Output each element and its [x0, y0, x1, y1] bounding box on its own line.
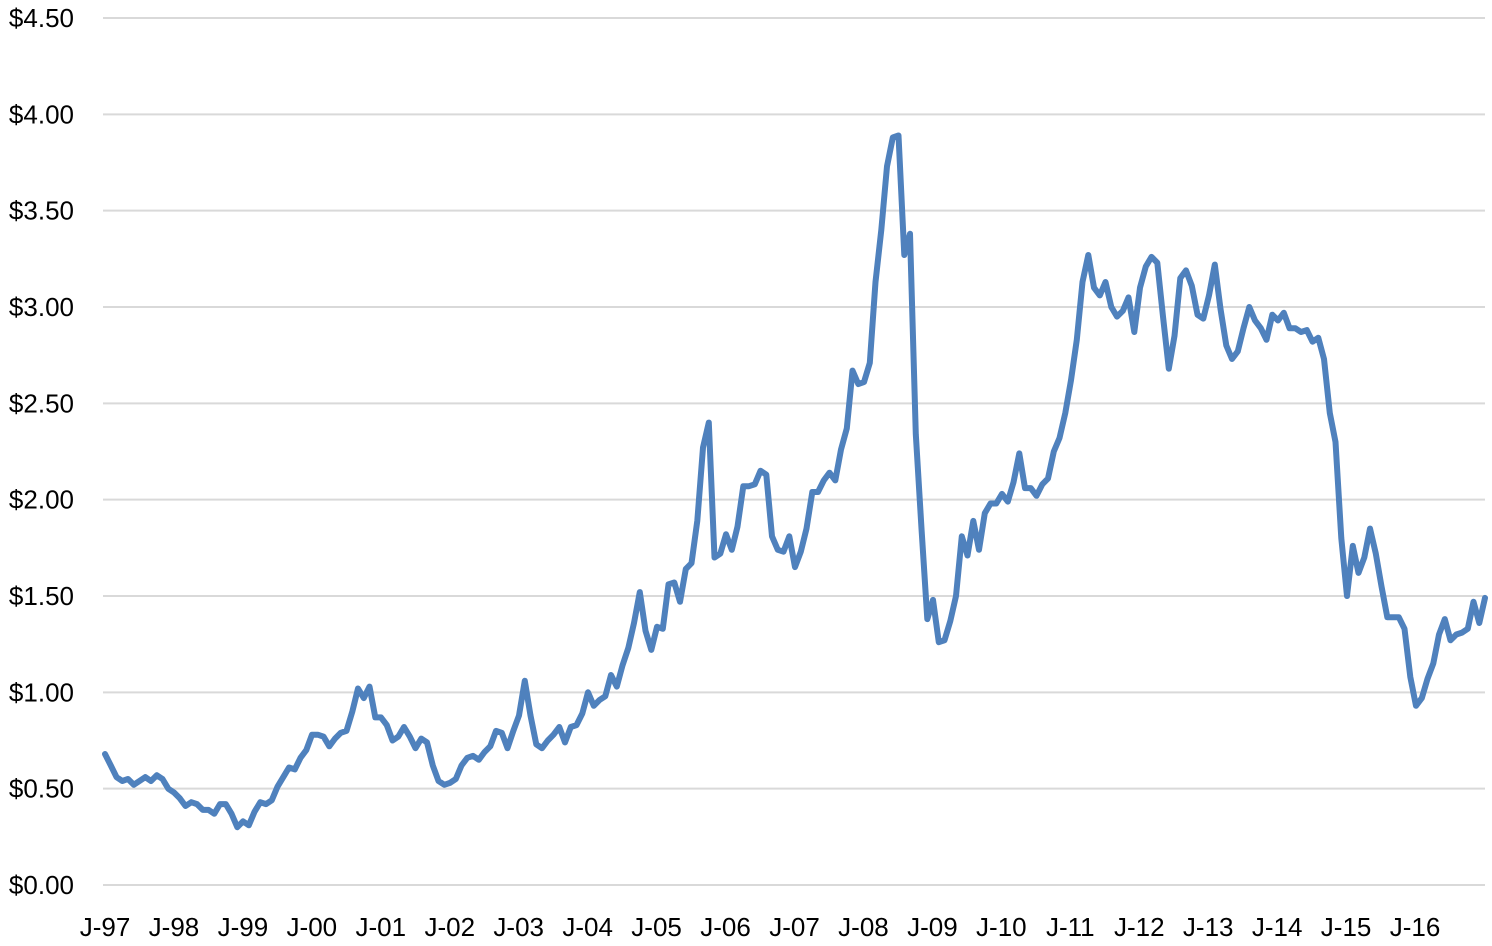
y-tick-label: $0.00 — [9, 870, 74, 900]
y-tick-label: $1.00 — [9, 677, 74, 707]
y-tick-label: $0.50 — [9, 774, 74, 804]
y-tick-label: $3.00 — [9, 292, 74, 322]
y-axis-tick-labels: $0.00 $0.50 $1.00 $1.50 $2.00 $2.50 $3.00 $3.50… — [9, 3, 74, 900]
gridlines — [103, 17, 1485, 886]
x-tick-label: J-97 — [80, 912, 131, 942]
x-tick-label: J-08 — [838, 912, 889, 942]
y-tick-label: $4.00 — [9, 99, 74, 129]
x-tick-label: J-14 — [1252, 912, 1303, 942]
x-tick-label: J-99 — [218, 912, 269, 942]
y-tick-label: $2.50 — [9, 388, 74, 418]
x-tick-label: J-16 — [1390, 912, 1441, 942]
x-tick-label: J-01 — [356, 912, 407, 942]
x-tick-label: J-07 — [769, 912, 820, 942]
x-tick-label: J-10 — [976, 912, 1027, 942]
x-tick-label: J-05 — [631, 912, 682, 942]
x-tick-label: J-11 — [1046, 912, 1095, 942]
y-tick-label: $3.50 — [9, 196, 74, 226]
x-tick-label: J-06 — [700, 912, 751, 942]
x-tick-label: J-12 — [1114, 912, 1165, 942]
x-tick-label: J-98 — [149, 912, 200, 942]
x-tick-label: J-09 — [907, 912, 958, 942]
y-tick-label: $2.00 — [9, 485, 74, 515]
y-tick-label: $1.50 — [9, 581, 74, 611]
x-axis-tick-labels: J-97 J-98 J-99 J-00 J-01 J-02 J-03 J-04 J-05 J-06… — [80, 912, 1441, 942]
series-line — [102, 132, 1488, 831]
x-tick-label: J-04 — [562, 912, 613, 942]
x-tick-label: J-00 — [287, 912, 338, 942]
series-group — [102, 132, 1488, 831]
x-tick-label: J-03 — [493, 912, 544, 942]
x-tick-label: J-02 — [424, 912, 475, 942]
x-tick-label: J-13 — [1183, 912, 1234, 942]
y-tick-label: $4.50 — [9, 3, 74, 33]
x-tick-label: J-15 — [1321, 912, 1372, 942]
